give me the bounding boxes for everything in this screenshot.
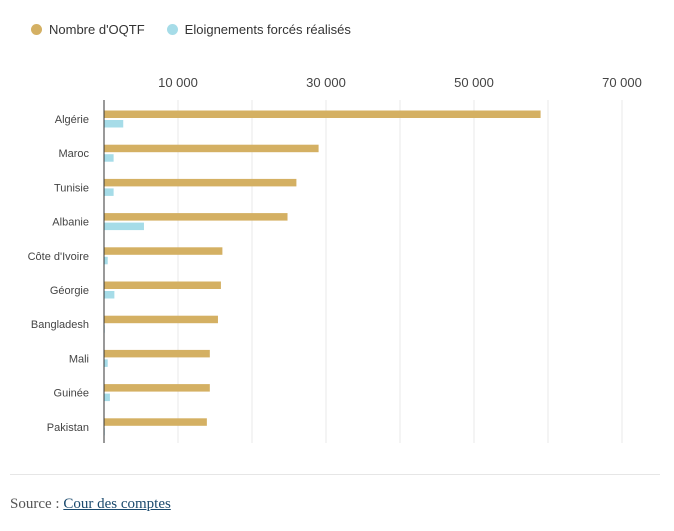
category-label: Pakistan xyxy=(47,422,89,434)
x-tick-label: 10 000 xyxy=(158,75,198,90)
bar-eloignements xyxy=(104,154,114,162)
bar-oqtf xyxy=(104,247,223,255)
category-label: Maroc xyxy=(58,148,89,160)
bar-oqtf xyxy=(104,178,297,187)
source-link[interactable]: Cour des comptes xyxy=(63,496,171,512)
bar-oqtf xyxy=(104,110,541,118)
bar-oqtf xyxy=(104,144,319,153)
category-label: Mali xyxy=(69,353,89,365)
legend-label-eloignements: Eloignements forcés réalisés xyxy=(184,22,351,37)
bar-chart: 10 000 30 000 50 000 70 000 Algérie Maroc Tuni… xyxy=(28,75,642,443)
legend-label-oqtf: Nombre d'OQTF xyxy=(49,22,145,37)
x-tick-label: 70 000 xyxy=(602,75,642,90)
category-label: Bangladesh xyxy=(31,319,89,331)
bar-oqtf xyxy=(104,281,221,289)
legend-item-oqtf: Nombre d'OQTF xyxy=(31,22,145,37)
bar-oqtf xyxy=(104,349,210,358)
chart-legend: Nombre d'OQTF Eloignements forcés réalis… xyxy=(31,22,373,37)
category-label: Albanie xyxy=(52,217,89,229)
source-line: Source : Cour des comptes xyxy=(10,496,171,513)
category-label: Guinée xyxy=(54,388,89,400)
bar-oqtf xyxy=(104,384,210,392)
category-label: Algérie xyxy=(55,114,89,126)
category-label: Géorgie xyxy=(50,285,89,297)
legend-item-eloignements: Eloignements forcés réalisés xyxy=(166,22,351,37)
bar-eloignements xyxy=(104,393,110,402)
category-label: Côte d'Ivoire xyxy=(28,251,89,263)
bar-eloignements xyxy=(104,188,114,196)
bar-eloignements xyxy=(104,359,108,367)
legend-swatch-eloignements xyxy=(166,24,178,35)
bar-eloignements xyxy=(104,120,124,128)
bar-eloignements xyxy=(104,291,115,299)
x-tick-label: 30 000 xyxy=(306,75,346,90)
bar-eloignements xyxy=(104,222,144,231)
source-prefix: Source : xyxy=(10,496,64,512)
bar-oqtf xyxy=(104,213,288,221)
category-label: Tunisie xyxy=(54,182,89,194)
bar-oqtf xyxy=(104,315,218,324)
legend-swatch-oqtf xyxy=(31,24,42,35)
bar-oqtf xyxy=(104,418,207,426)
divider xyxy=(10,474,660,475)
bar-eloignements xyxy=(104,256,108,265)
x-tick-label: 50 000 xyxy=(454,75,494,90)
